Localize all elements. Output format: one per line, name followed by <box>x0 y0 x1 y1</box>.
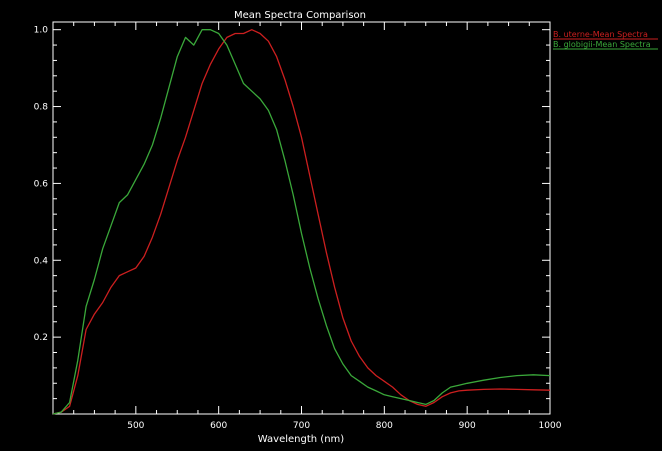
legend-entry-b-globigii: B. globigii-Mean Spectra <box>553 40 651 49</box>
chart-title: Mean Spectra Comparison <box>234 10 366 21</box>
x-axis-ticks: 500 600 700 800 900 1000 <box>73 22 562 431</box>
x-tick-label: 800 <box>376 421 393 431</box>
plot-frame <box>52 21 551 415</box>
series-line-b-uterne <box>52 29 551 415</box>
x-tick-label: 700 <box>293 421 310 431</box>
y-tick-label: 0.8 <box>34 103 49 113</box>
series-lines <box>52 29 551 415</box>
x-axis-label: Wavelength (nm) <box>258 434 344 445</box>
y-tick-label: 0.4 <box>34 256 49 266</box>
x-tick-label: 900 <box>459 421 476 431</box>
y-tick-label: 0.6 <box>34 179 49 189</box>
x-tick-label: 500 <box>127 421 144 431</box>
x-tick-label: 1000 <box>539 421 562 431</box>
y-axis-ticks: 0.2 0.4 0.6 0.8 1.0 <box>34 26 550 400</box>
y-tick-label: 1.0 <box>34 26 49 36</box>
legend-entry-b-uterne: B. uterne-Mean Spectra <box>553 30 648 39</box>
series-line-b-globigii <box>52 29 551 415</box>
x-tick-label: 600 <box>210 421 227 431</box>
y-tick-label: 0.2 <box>34 333 48 343</box>
